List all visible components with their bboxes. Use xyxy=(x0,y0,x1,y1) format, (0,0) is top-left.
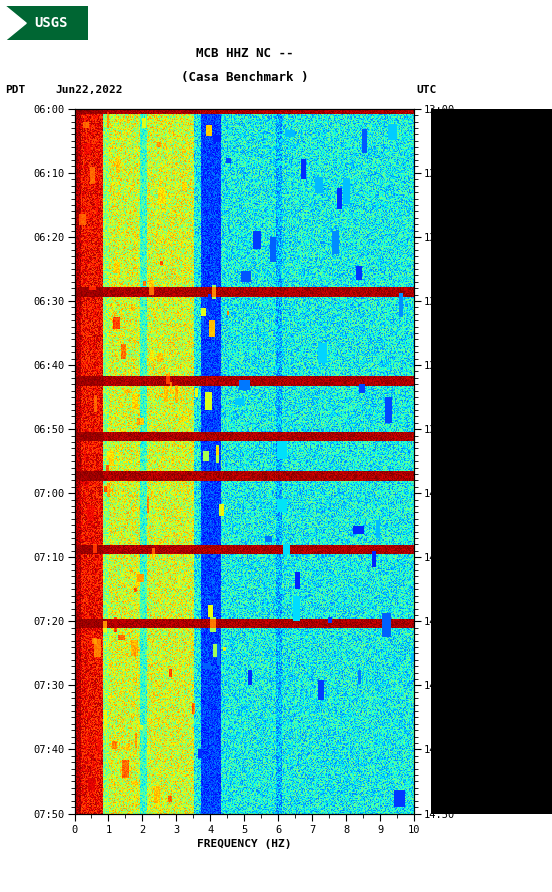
Text: MCB HHZ NC --: MCB HHZ NC -- xyxy=(195,46,293,60)
Text: UTC: UTC xyxy=(417,85,437,95)
Polygon shape xyxy=(6,6,26,40)
Text: Jun22,2022: Jun22,2022 xyxy=(55,85,123,95)
Text: (Casa Benchmark ): (Casa Benchmark ) xyxy=(181,70,308,84)
Text: USGS: USGS xyxy=(34,16,68,30)
X-axis label: FREQUENCY (HZ): FREQUENCY (HZ) xyxy=(197,839,291,849)
Text: PDT: PDT xyxy=(6,85,26,95)
